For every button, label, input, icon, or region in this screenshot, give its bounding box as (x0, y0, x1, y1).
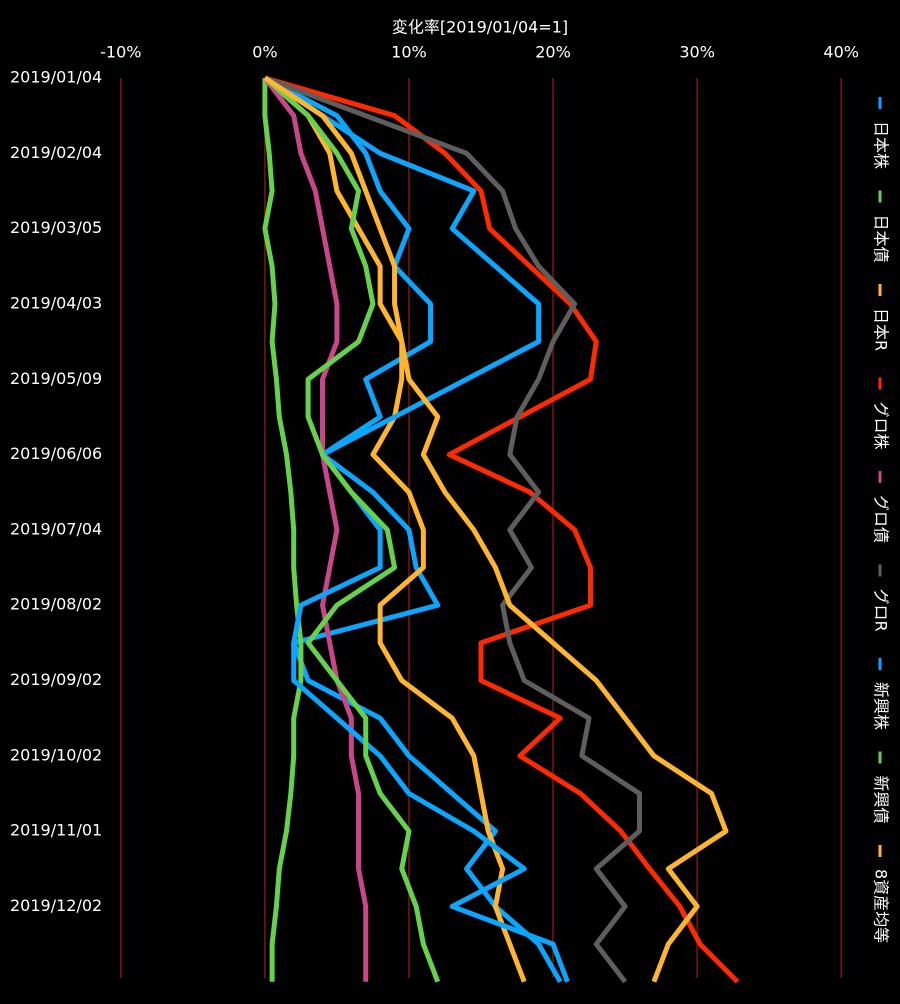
y-tick-label: 2019/10/02 (10, 745, 102, 764)
axis-title: 変化率[2019/01/04=1] (392, 18, 568, 37)
legend-label: グロ債 (872, 495, 891, 543)
y-tick-label: 2019/12/02 (10, 896, 102, 915)
series-line (262, 76, 369, 982)
legend-label: グロ株 (872, 402, 891, 450)
y-tick-label: 2019/04/03 (10, 293, 102, 312)
y-tick-label: 2019/09/02 (10, 670, 102, 689)
series-line (264, 75, 740, 984)
y-tick-label: 2019/06/06 (10, 444, 102, 463)
x-tick-label: 20% (535, 43, 571, 62)
legend-label: 8資産均等 (872, 869, 891, 943)
y-tick-label: 2019/07/04 (10, 519, 102, 538)
series-line (262, 78, 304, 982)
series-line (264, 75, 642, 984)
series-line (263, 75, 729, 983)
legend-label: 日本株 (872, 121, 891, 169)
x-tick-label: 0% (252, 43, 277, 62)
legend-label: 日本債 (872, 215, 891, 263)
series-line (263, 75, 570, 983)
y-tick-label: 2019/05/09 (10, 369, 102, 388)
y-tick-label: 2019/08/02 (10, 595, 102, 614)
legend-label: 日本R (872, 308, 891, 351)
series-line (263, 76, 441, 983)
legend-label: 新興債 (872, 776, 891, 824)
series-line (263, 75, 563, 984)
x-tick-label: 40% (823, 43, 859, 62)
series-line (263, 76, 527, 983)
y-tick-label: 2019/01/04 (10, 68, 102, 87)
x-tick-label: 10% (391, 43, 427, 62)
y-tick-label: 2019/11/01 (10, 821, 102, 840)
x-tick-label: 30% (679, 43, 715, 62)
x-tick-label: -10% (100, 43, 141, 62)
legend-label: グロR (872, 589, 891, 632)
y-tick-label: 2019/02/04 (10, 143, 102, 162)
y-tick-label: 2019/03/05 (10, 218, 102, 237)
legend-label: 新興株 (872, 682, 891, 730)
